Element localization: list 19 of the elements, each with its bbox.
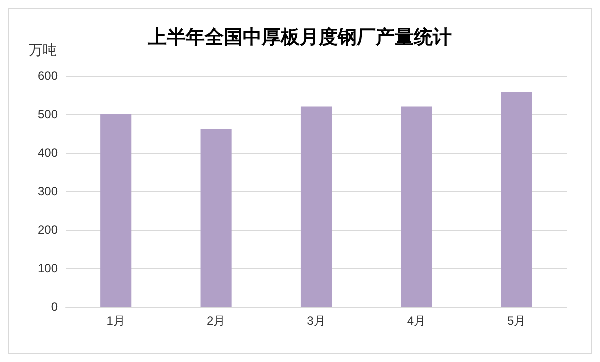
bar — [501, 92, 532, 307]
x-tick-label: 1月 — [106, 314, 126, 328]
y-tick-label: 100 — [38, 262, 58, 276]
y-tick-label: 500 — [38, 108, 58, 122]
chart-title: 上半年全国中厚板月度钢厂产量统计 — [147, 26, 452, 48]
y-tick-label: 600 — [38, 69, 58, 83]
y-tick-label: 300 — [38, 184, 58, 198]
x-tick-label: 3月 — [307, 314, 326, 328]
bar — [300, 106, 332, 307]
x-tick-label: 4月 — [407, 314, 426, 328]
bar — [200, 129, 232, 307]
bar — [401, 106, 432, 307]
y-tick-label: 400 — [38, 146, 58, 160]
x-tick-label: 2月 — [206, 314, 226, 328]
bar — [100, 114, 132, 307]
y-tick-label: 200 — [38, 223, 58, 237]
x-tick-label: 5月 — [508, 314, 526, 328]
y-axis-title: 万吨 — [29, 42, 57, 58]
y-tick-label: 0 — [51, 300, 58, 314]
